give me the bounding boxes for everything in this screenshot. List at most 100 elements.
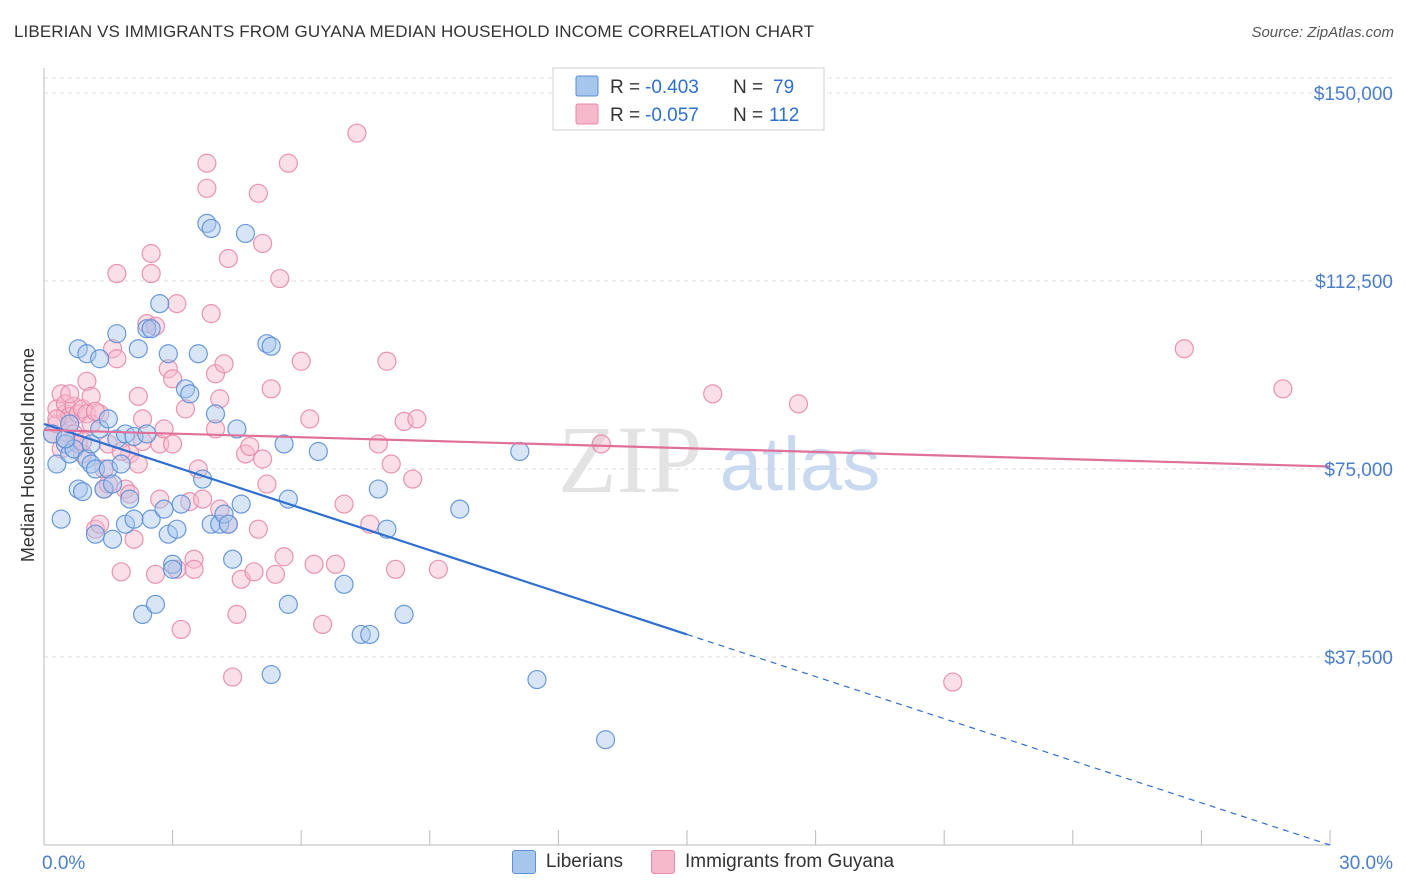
guyana-point-43 bbox=[158, 359, 178, 379]
guyana-point-70 bbox=[248, 519, 268, 539]
guyana-point-68 bbox=[240, 436, 260, 457]
stats-legend: R = -0.403 N = 79 R = -0.057 N = 112 bbox=[552, 67, 825, 131]
guyana-point-75 bbox=[261, 379, 281, 399]
stats-legend-swatch-blue bbox=[575, 75, 599, 97]
guyana-point-52 bbox=[184, 559, 204, 579]
guyana-point-99 bbox=[1174, 339, 1194, 359]
liberian-point-37 bbox=[154, 499, 174, 519]
chart-title: LIBERIAN VS IMMIGRANTS FROM GUYANA MEDIA… bbox=[14, 22, 815, 41]
stats-r-value-blue: -0.403 bbox=[645, 77, 699, 98]
y-axis-label: Median Household Income bbox=[18, 348, 38, 562]
guyana-point-61 bbox=[214, 354, 234, 374]
guyana-point-69 bbox=[244, 562, 264, 582]
y-tick-label-0: $37,500 bbox=[1324, 648, 1393, 669]
guyana-point-55 bbox=[197, 153, 217, 173]
guyana-point-56 bbox=[197, 178, 217, 198]
guyana-point-107 bbox=[120, 484, 140, 504]
guyana-point-51 bbox=[184, 549, 204, 569]
guyana-point-83 bbox=[313, 614, 333, 635]
guyana-point-44 bbox=[163, 369, 183, 389]
liberian-point-9 bbox=[72, 481, 93, 502]
guyana-point-89 bbox=[377, 351, 397, 371]
stats-legend-swatch-pink bbox=[575, 103, 599, 125]
guyana-point-26 bbox=[107, 349, 127, 369]
guyana-point-62 bbox=[218, 248, 238, 269]
liberian-point-21 bbox=[107, 324, 127, 344]
liberian-point-38 bbox=[158, 344, 178, 364]
guyana-point-85 bbox=[334, 494, 354, 514]
guyana-point-27 bbox=[107, 263, 127, 284]
guyana-point-96 bbox=[703, 384, 723, 404]
liberian-point-13 bbox=[81, 434, 101, 454]
guyana-point-97 bbox=[788, 394, 809, 414]
stats-n-value-blue: 79 bbox=[773, 77, 794, 98]
liberian-point-49 bbox=[201, 218, 221, 239]
x-tick-label-max: 30.0% bbox=[1339, 853, 1393, 874]
x-tick-labels: 0.0% 30.0% bbox=[42, 853, 1393, 874]
guyana-point-84 bbox=[325, 554, 346, 574]
guyana-point-20 bbox=[90, 514, 110, 534]
liberian-point-73 bbox=[510, 441, 530, 462]
source-attribution: Source: ZipAtlas.com bbox=[1251, 24, 1394, 41]
liberian-point-46 bbox=[188, 344, 208, 364]
guyana-point-81 bbox=[300, 409, 320, 429]
liberian-point-43 bbox=[171, 494, 191, 514]
guyana-point-57 bbox=[201, 304, 221, 324]
liberian-point-53 bbox=[214, 504, 234, 524]
guyana-point-88 bbox=[368, 434, 388, 454]
liberian-point-36 bbox=[150, 294, 170, 314]
guyana-point-33 bbox=[128, 386, 148, 406]
guyana-point-101 bbox=[591, 434, 611, 454]
liberian-point-26 bbox=[120, 489, 140, 509]
guyana-point-45 bbox=[163, 434, 183, 454]
guyana-point-38 bbox=[141, 263, 161, 284]
guyana-point-54 bbox=[193, 489, 213, 509]
liberian-point-18 bbox=[98, 459, 118, 479]
trend-line-liberians-extrapolated bbox=[686, 633, 1331, 846]
guyana-point-18 bbox=[81, 386, 101, 406]
guyana-point-37 bbox=[141, 243, 161, 264]
x-tick-label-min: 0.0% bbox=[42, 853, 85, 874]
guyana-point-25 bbox=[102, 339, 123, 359]
guyana-point-31 bbox=[124, 529, 144, 549]
legend-swatch-liberians bbox=[511, 850, 536, 874]
guyana-point-73 bbox=[253, 449, 273, 469]
liberian-point-75 bbox=[595, 730, 616, 750]
stats-n-value-pink: 112 bbox=[769, 105, 799, 126]
trend-line-liberians bbox=[43, 422, 688, 636]
liberian-point-66 bbox=[334, 574, 354, 594]
liberian-point-57 bbox=[231, 494, 251, 514]
guyana-point-34 bbox=[132, 409, 153, 429]
guyana-point-94 bbox=[407, 409, 427, 429]
guyana-point-15 bbox=[77, 371, 97, 391]
liberian-point-51 bbox=[205, 404, 226, 424]
guyana-point-77 bbox=[270, 268, 290, 289]
watermark-zip: ZIP bbox=[558, 406, 702, 513]
y-tick-label-2: $112,500 bbox=[1315, 272, 1393, 293]
liberian-point-34 bbox=[141, 319, 161, 339]
guyana-point-86 bbox=[347, 123, 367, 143]
liberian-point-2 bbox=[51, 509, 71, 529]
guyana-point-109 bbox=[60, 384, 80, 404]
guyana-point-65 bbox=[227, 604, 247, 625]
guyana-point-82 bbox=[304, 554, 324, 574]
liberian-point-11 bbox=[77, 344, 97, 364]
guyana-point-91 bbox=[385, 559, 406, 579]
liberian-point-42 bbox=[167, 519, 187, 539]
liberian-point-60 bbox=[261, 336, 281, 356]
guyana-point-90 bbox=[381, 454, 401, 474]
liberian-point-35 bbox=[145, 594, 166, 614]
guyana-point-71 bbox=[248, 183, 268, 203]
liberian-point-20 bbox=[102, 529, 123, 549]
guyana-point-49 bbox=[175, 399, 196, 419]
liberian-point-69 bbox=[368, 479, 388, 499]
guyana-point-98 bbox=[943, 672, 963, 692]
stats-r-label-blue: R = bbox=[610, 77, 640, 98]
legend-item-immigrants-from-guyana[interactable]: Immigrants from Guyana bbox=[651, 850, 894, 874]
liberian-point-62 bbox=[274, 434, 294, 454]
guyana-point-74 bbox=[257, 474, 277, 494]
liberian-point-64 bbox=[278, 594, 298, 614]
legend-item-liberians[interactable]: Liberians bbox=[511, 850, 623, 874]
guyana-point-76 bbox=[265, 564, 286, 584]
liberian-point-32 bbox=[137, 319, 157, 339]
